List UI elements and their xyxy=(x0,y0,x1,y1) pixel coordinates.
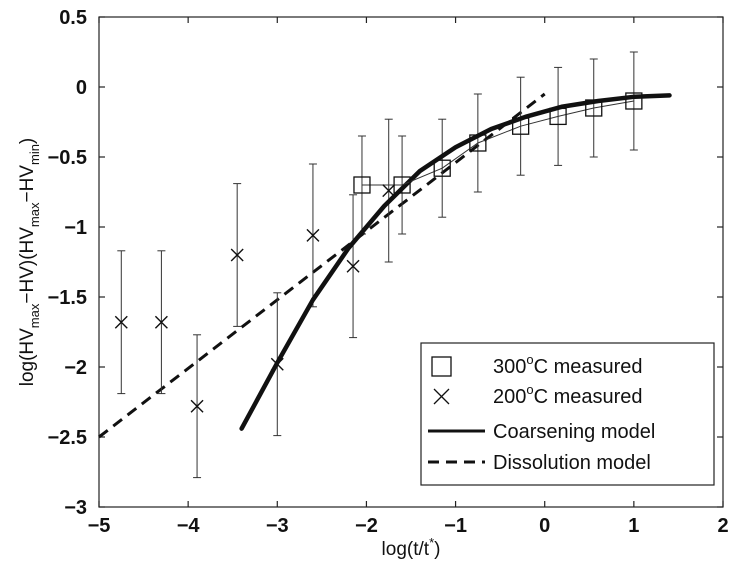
series-300c-point xyxy=(469,134,487,152)
y-tick-label: −0.5 xyxy=(48,147,87,169)
legend-label-dissolution: Dissolution model xyxy=(493,452,651,474)
x-axis-label: log(t/t*) xyxy=(382,535,441,560)
x-tick-label: 2 xyxy=(717,515,728,537)
series-200c-point xyxy=(154,315,168,329)
x-tick-label: −2 xyxy=(355,515,378,537)
y-tick-label: −2 xyxy=(64,357,87,379)
data-layer xyxy=(98,51,672,479)
legend-label-coarsening: Coarsening model xyxy=(493,421,655,443)
y-tick-label: 0.5 xyxy=(59,7,87,29)
x-tick-label: −5 xyxy=(88,515,111,537)
legend-label-200c: 200oC measured xyxy=(493,382,643,408)
x-tick-label: −1 xyxy=(444,515,467,537)
series-200c-point xyxy=(230,248,244,262)
ticks-layer: −5 −4 −3 −2 −1 0 1 2 0.5 0 −0.5 −1 −1.5 −2 −2.5 −3 xyxy=(48,7,729,537)
series-300c-point xyxy=(585,99,603,117)
y-tick-label: 0 xyxy=(76,77,87,99)
series-200c-point xyxy=(270,357,284,371)
legend-square-marker xyxy=(431,356,452,377)
series-200c-point xyxy=(306,228,320,242)
series-300c-point xyxy=(625,92,643,110)
legend: 300oC measured 200oC measured Coarsening… xyxy=(420,342,715,486)
y-tick-label: −1.5 xyxy=(48,287,87,309)
series-300c-point xyxy=(353,176,371,194)
x-tick-label: −4 xyxy=(177,515,201,537)
series-200c-point xyxy=(114,315,128,329)
series-200c-point xyxy=(190,399,204,413)
series-300c-connector xyxy=(361,100,634,186)
x-tick-label: 1 xyxy=(628,515,639,537)
series-200c-point xyxy=(346,259,360,273)
series-300c-point xyxy=(511,117,530,135)
y-tick-label: −3 xyxy=(64,497,87,519)
legend-label-300c: 300oC measured xyxy=(493,352,643,378)
y-tick-label: −2.5 xyxy=(48,427,87,449)
x-tick-label: −3 xyxy=(266,515,289,537)
series-300c-point xyxy=(433,159,451,177)
y-axis-label: log(HVmax−HV)(HVmax−HVmin) xyxy=(17,138,42,387)
legend-cross-marker xyxy=(433,388,450,405)
y-tick-label: −1 xyxy=(64,217,87,239)
series-300c-point xyxy=(549,107,567,126)
coarsening-model-line xyxy=(239,93,672,431)
x-tick-label: 0 xyxy=(539,515,550,537)
series-200c-point xyxy=(382,184,396,198)
